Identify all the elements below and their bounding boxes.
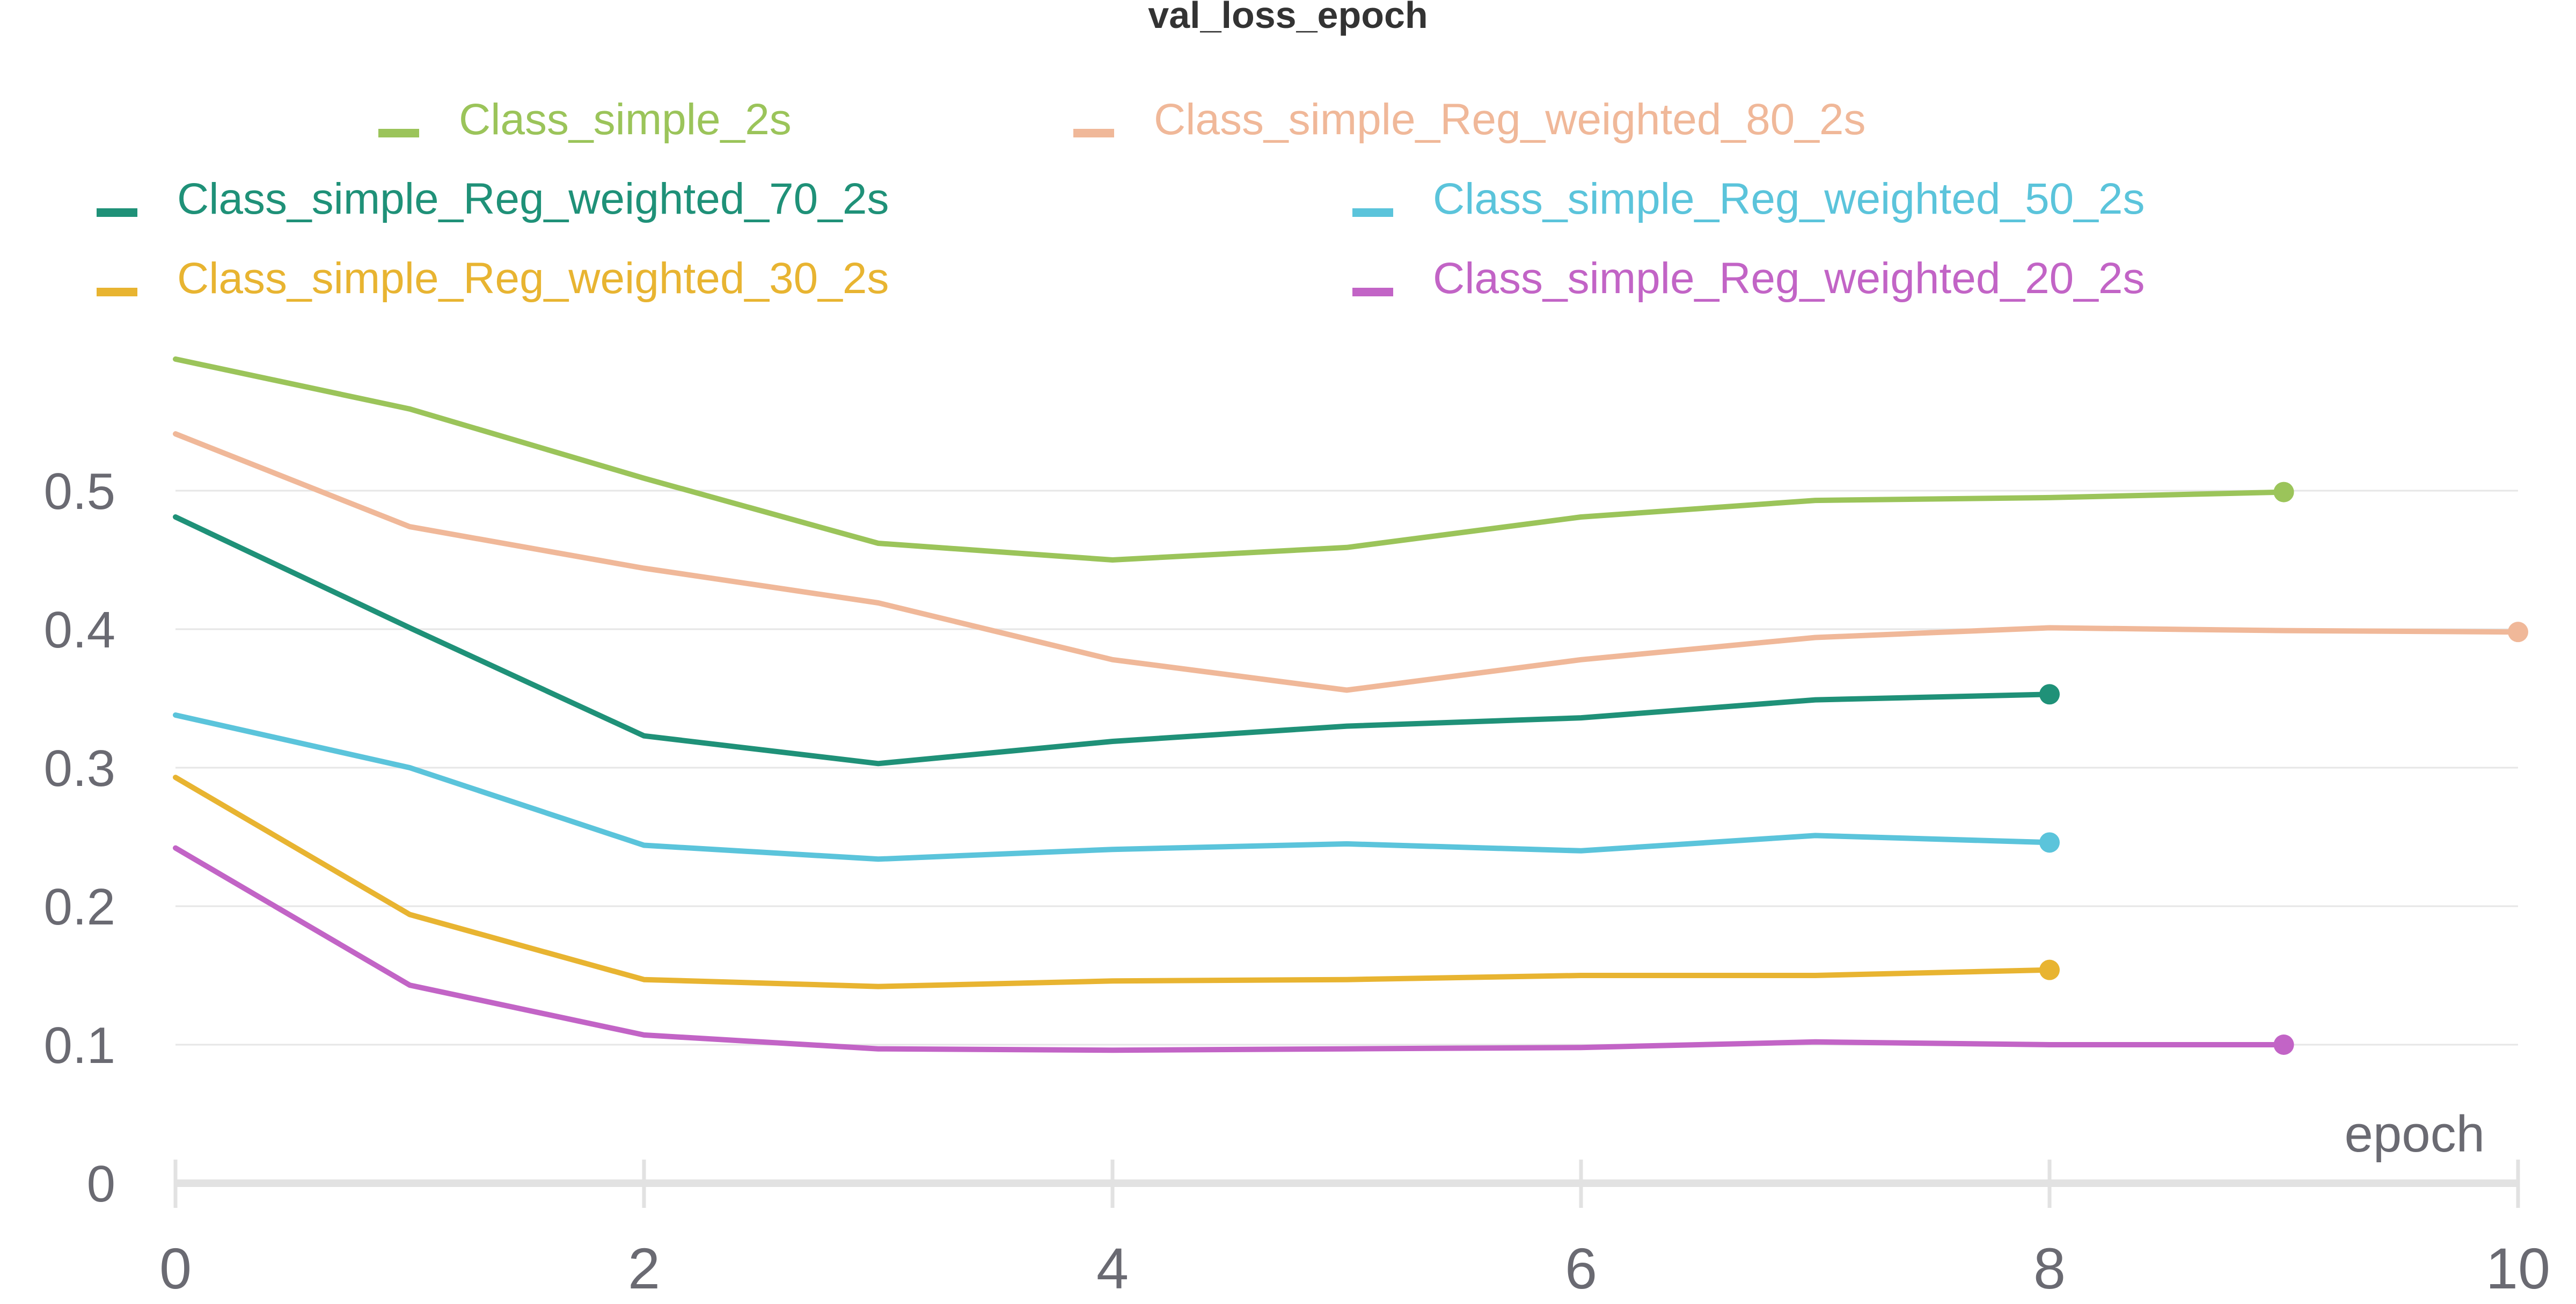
series-class-simple-reg-weighted-80-2s: [173, 431, 2528, 693]
y-tick-label: 0.4: [44, 601, 115, 659]
series-line: [173, 431, 2521, 693]
series-class-simple-reg-weighted-70-2s: [173, 514, 2060, 767]
legend-item[interactable]: Class_simple_Reg_weighted_20_2s: [1352, 254, 2145, 303]
series-line: [173, 845, 2287, 1053]
series-layer: [173, 356, 2528, 1055]
series-class-simple-reg-weighted-50-2s: [173, 712, 2060, 862]
x-tick-label: 8: [2033, 1236, 2066, 1301]
chart-title: val_loss_epoch: [1148, 0, 1428, 36]
x-tick-label: 0: [159, 1236, 192, 1301]
series-line: [173, 514, 2052, 767]
grid-lines: [175, 490, 2518, 1046]
x-axis-label: epoch: [2344, 1105, 2485, 1163]
series-end-point: [2508, 622, 2528, 643]
y-tick-label: 0.2: [44, 878, 115, 936]
legend-item[interactable]: Class_simple_Reg_weighted_80_2s: [1073, 95, 1866, 144]
x-tick-label: 6: [1565, 1236, 1597, 1301]
legend-label: Class_simple_2s: [459, 95, 792, 144]
legend-item[interactable]: Class_simple_Reg_weighted_70_2s: [97, 174, 889, 223]
y-axis: 0 0.1 0.2 0.3 0.4 0.5: [44, 463, 115, 1213]
legend-label: Class_simple_Reg_weighted_30_2s: [177, 254, 889, 303]
series-line: [173, 775, 2052, 989]
series-end-point: [2273, 1035, 2294, 1055]
series-class-simple-reg-weighted-20-2s: [173, 845, 2294, 1055]
legend-label: Class_simple_Reg_weighted_70_2s: [177, 174, 889, 223]
x-tick-label: 4: [1096, 1236, 1129, 1301]
x-tick-label: 2: [628, 1236, 660, 1301]
series-line: [173, 712, 2052, 862]
legend-label: Class_simple_Reg_weighted_50_2s: [1433, 174, 2145, 223]
series-line: [173, 356, 2287, 563]
series-class-simple-reg-weighted-30-2s: [173, 775, 2060, 989]
x-axis: 0 2 4 6 8 10: [159, 1160, 2550, 1301]
legend-item[interactable]: Class_simple_2s: [378, 95, 792, 144]
x-tick-label: 10: [2486, 1236, 2550, 1301]
series-class-simple-2s: [173, 356, 2294, 563]
y-tick-label: 0.1: [44, 1017, 115, 1074]
y-tick-label: 0: [87, 1155, 115, 1213]
legend-item[interactable]: Class_simple_Reg_weighted_50_2s: [1352, 174, 2145, 223]
series-end-point: [2039, 684, 2060, 705]
series-end-point: [2039, 959, 2060, 980]
legend-label: Class_simple_Reg_weighted_20_2s: [1433, 254, 2145, 303]
series-end-point: [2273, 482, 2294, 502]
legend: Class_simple_2s Class_simple_Reg_weighted…: [97, 95, 2145, 303]
legend-label: Class_simple_Reg_weighted_80_2s: [1154, 95, 1866, 144]
legend-item[interactable]: Class_simple_Reg_weighted_30_2s: [97, 254, 889, 303]
y-tick-label: 0.3: [44, 740, 115, 797]
series-end-point: [2039, 832, 2060, 853]
y-tick-label: 0.5: [44, 463, 115, 520]
